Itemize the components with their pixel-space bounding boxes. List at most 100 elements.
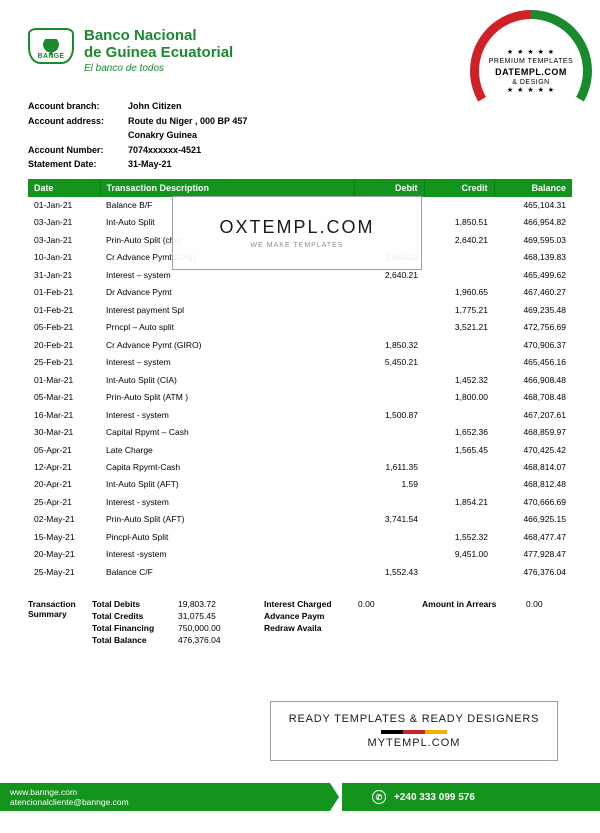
bank-name-line1: Banco Nacional bbox=[84, 28, 233, 45]
cell-desc: Dr Advance Pymt bbox=[100, 284, 354, 301]
bank-logo-icon: BANGE bbox=[28, 28, 74, 64]
account-info-row: Statement Date:31-May-21 bbox=[28, 158, 572, 171]
cell-credit: 3,521.21 bbox=[424, 319, 494, 336]
summary-line: Advance Paym bbox=[264, 611, 398, 621]
account-info-label: Account branch: bbox=[28, 100, 128, 113]
cell-date: 05-Feb-21 bbox=[28, 319, 100, 336]
account-info-label: Account Number: bbox=[28, 144, 128, 157]
cell-debit bbox=[354, 442, 424, 459]
summary-line: Total Debits19,803.72 bbox=[92, 599, 246, 609]
phone-icon: ✆ bbox=[372, 790, 386, 804]
cell-date: 25-Feb-21 bbox=[28, 354, 100, 371]
cell-date: 01-Mar-21 bbox=[28, 372, 100, 389]
account-info-label: Statement Date: bbox=[28, 158, 128, 171]
cell-desc: Capital Rpymt – Cash bbox=[100, 424, 354, 441]
cell-date: 20-May-21 bbox=[28, 546, 100, 563]
cell-desc: Interest - system bbox=[100, 494, 354, 511]
cell-balance: 465,456.16 bbox=[494, 354, 572, 371]
cell-debit: 1,500.87 bbox=[354, 407, 424, 424]
summary-key: Total Balance bbox=[92, 635, 178, 645]
cell-debit bbox=[354, 546, 424, 563]
cell-balance: 469,235.48 bbox=[494, 302, 572, 319]
cell-balance: 470,666.69 bbox=[494, 494, 572, 511]
cell-credit: 1,452.32 bbox=[424, 372, 494, 389]
cell-credit bbox=[424, 407, 494, 424]
cell-balance: 469,595.03 bbox=[494, 232, 572, 249]
cell-desc: Late Charge bbox=[100, 442, 354, 459]
cell-credit: 1,652.36 bbox=[424, 424, 494, 441]
cell-balance: 470,906.37 bbox=[494, 337, 572, 354]
cell-credit: 1,850.51 bbox=[424, 214, 494, 231]
cell-desc: Cr Advance Pymt (GIRO) bbox=[100, 337, 354, 354]
summary-line: Total Financing750,000.00 bbox=[92, 623, 246, 633]
summary-line: Total Credits31,075.45 bbox=[92, 611, 246, 621]
col-desc: Transaction Description bbox=[100, 179, 354, 197]
cell-credit bbox=[424, 354, 494, 371]
cell-balance: 472,756.69 bbox=[494, 319, 572, 336]
cell-debit bbox=[354, 494, 424, 511]
watermark-bottom-title: READY TEMPLATES & READY DESIGNERS bbox=[289, 713, 540, 725]
cell-date: 30-Mar-21 bbox=[28, 424, 100, 441]
cell-debit: 3,741.54 bbox=[354, 511, 424, 528]
cell-desc: Interest – system bbox=[100, 354, 354, 371]
cell-balance: 465,499.62 bbox=[494, 267, 572, 284]
summary-value: 476,376.04 bbox=[178, 635, 246, 645]
table-row: 12-Apr-21Capita Rpymt-Cash1,611.35 468,81… bbox=[28, 459, 572, 476]
cell-debit: 5,450.21 bbox=[354, 354, 424, 371]
table-row: 01-Mar-21Int-Auto Split (CIA)1,452.32466… bbox=[28, 372, 572, 389]
summary-arrears-value: 0.00 bbox=[526, 599, 543, 609]
cell-balance: 468,859.97 bbox=[494, 424, 572, 441]
footer-website: www.bannge.com bbox=[10, 787, 320, 797]
cell-balance: 468,814.07 bbox=[494, 459, 572, 476]
cell-credit: 1,565.45 bbox=[424, 442, 494, 459]
table-row: 30-Mar-21Capital Rpymt – Cash 1,652.36468… bbox=[28, 424, 572, 441]
col-debit: Debit bbox=[354, 179, 424, 197]
cell-credit bbox=[424, 267, 494, 284]
cell-balance: 466,908.48 bbox=[494, 372, 572, 389]
cell-balance: 468,708.48 bbox=[494, 389, 572, 406]
watermark-center-title: OXTEMPL.COM bbox=[219, 217, 374, 238]
table-row: 20-May-21Interest -system9,451.00477,928… bbox=[28, 546, 572, 563]
transaction-summary: Transaction Summary Total Debits19,803.7… bbox=[28, 599, 572, 647]
cell-credit: 1,960.65 bbox=[424, 284, 494, 301]
col-credit: Credit bbox=[424, 179, 494, 197]
cell-date: 02-May-21 bbox=[28, 511, 100, 528]
watermark-bottom-site: MYTEMPL.COM bbox=[368, 737, 461, 749]
cell-credit: 1,854.21 bbox=[424, 494, 494, 511]
cell-credit: 1,800.00 bbox=[424, 389, 494, 406]
account-info-row: Account Number:7074xxxxxx-4521 bbox=[28, 144, 572, 157]
cell-balance: 477,928.47 bbox=[494, 546, 572, 563]
footer-phone: +240 333 099 576 bbox=[394, 792, 475, 803]
summary-key: Redraw Availa bbox=[264, 623, 358, 633]
cell-date: 20-Feb-21 bbox=[28, 337, 100, 354]
summary-side-label-1: Transaction bbox=[28, 599, 92, 609]
cell-date: 20-Apr-21 bbox=[28, 476, 100, 493]
watermark-center-sub: WE MAKE TEMPLATES bbox=[251, 242, 344, 249]
cell-balance: 468,812.48 bbox=[494, 476, 572, 493]
cell-date: 16-Mar-21 bbox=[28, 407, 100, 424]
account-info-value: 31-May-21 bbox=[128, 158, 172, 171]
corner-badge-line3: & DESIGN bbox=[512, 79, 549, 86]
cell-debit: 1,552.43 bbox=[354, 564, 424, 581]
cell-balance: 468,139.83 bbox=[494, 249, 572, 266]
footer-bar: www.bannge.com atencionalcliente@bannge.… bbox=[0, 783, 600, 811]
summary-value: 750,000.00 bbox=[178, 623, 246, 633]
corner-badge-stars: ★ ★ ★ ★ ★ bbox=[507, 48, 555, 56]
cell-date: 01-Jan-21 bbox=[28, 197, 100, 214]
cell-balance: 470,425.42 bbox=[494, 442, 572, 459]
table-row: 01-Feb-21Interest payment Spl1,775.21469… bbox=[28, 302, 572, 319]
col-date: Date bbox=[28, 179, 100, 197]
corner-badge: ★ ★ ★ ★ ★ PREMIUM TEMPLATES DATEMPL.COM … bbox=[470, 10, 592, 132]
cell-date: 31-Jan-21 bbox=[28, 267, 100, 284]
cell-date: 12-Apr-21 bbox=[28, 459, 100, 476]
summary-line: Redraw Availa bbox=[264, 623, 398, 633]
cell-debit bbox=[354, 319, 424, 336]
cell-debit: 1,611.35 bbox=[354, 459, 424, 476]
summary-arrears-label: Amount in Arrears bbox=[422, 599, 526, 609]
cell-credit bbox=[424, 197, 494, 214]
cell-debit: 1.59 bbox=[354, 476, 424, 493]
watermark-bottom: READY TEMPLATES & READY DESIGNERS MYTEMP… bbox=[270, 701, 558, 761]
cell-desc: Capita Rpymt-Cash bbox=[100, 459, 354, 476]
summary-value: 0.00 bbox=[358, 599, 398, 609]
cell-credit bbox=[424, 337, 494, 354]
